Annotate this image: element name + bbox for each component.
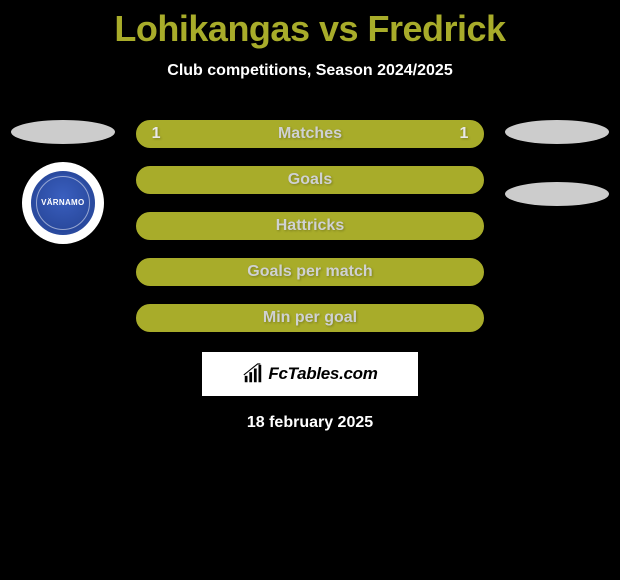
stat-bar-hattricks: Hattricks — [136, 212, 485, 240]
club-badge-label: VÄRNAMO — [41, 199, 84, 207]
left-player-placeholder — [11, 120, 115, 144]
left-player-col: VÄRNAMO — [8, 120, 118, 244]
bar-chart-icon — [242, 363, 264, 385]
stat-bar-goals: Goals — [136, 166, 485, 194]
stat-label: Matches — [278, 125, 342, 143]
subtitle: Club competitions, Season 2024/2025 — [0, 62, 620, 80]
footer-date: 18 february 2025 — [0, 414, 620, 432]
stat-bar-goals-per-match: Goals per match — [136, 258, 485, 286]
right-player-placeholder — [505, 120, 609, 144]
right-club-placeholder — [505, 182, 609, 206]
brand-text: FcTables.com — [268, 364, 377, 384]
stat-bars: 1 Matches 1 Goals Hattricks Goals per ma… — [136, 120, 485, 332]
stat-left-value: 1 — [152, 125, 161, 143]
stat-right-value: 1 — [459, 125, 468, 143]
stat-label: Goals — [288, 171, 332, 189]
comparison-row: VÄRNAMO 1 Matches 1 Goals Hattricks Goal… — [0, 120, 620, 332]
stat-label: Goals per match — [247, 263, 372, 281]
left-club-badge: VÄRNAMO — [22, 162, 104, 244]
stat-bar-min-per-goal: Min per goal — [136, 304, 485, 332]
brand-box: FcTables.com — [202, 352, 418, 396]
club-badge-ifk-varnamo: VÄRNAMO — [31, 171, 95, 235]
stat-label: Hattricks — [276, 217, 344, 235]
page-title: Lohikangas vs Fredrick — [0, 0, 620, 50]
stat-label: Min per goal — [263, 309, 357, 327]
right-player-col — [502, 120, 612, 206]
stat-bar-matches: 1 Matches 1 — [136, 120, 485, 148]
